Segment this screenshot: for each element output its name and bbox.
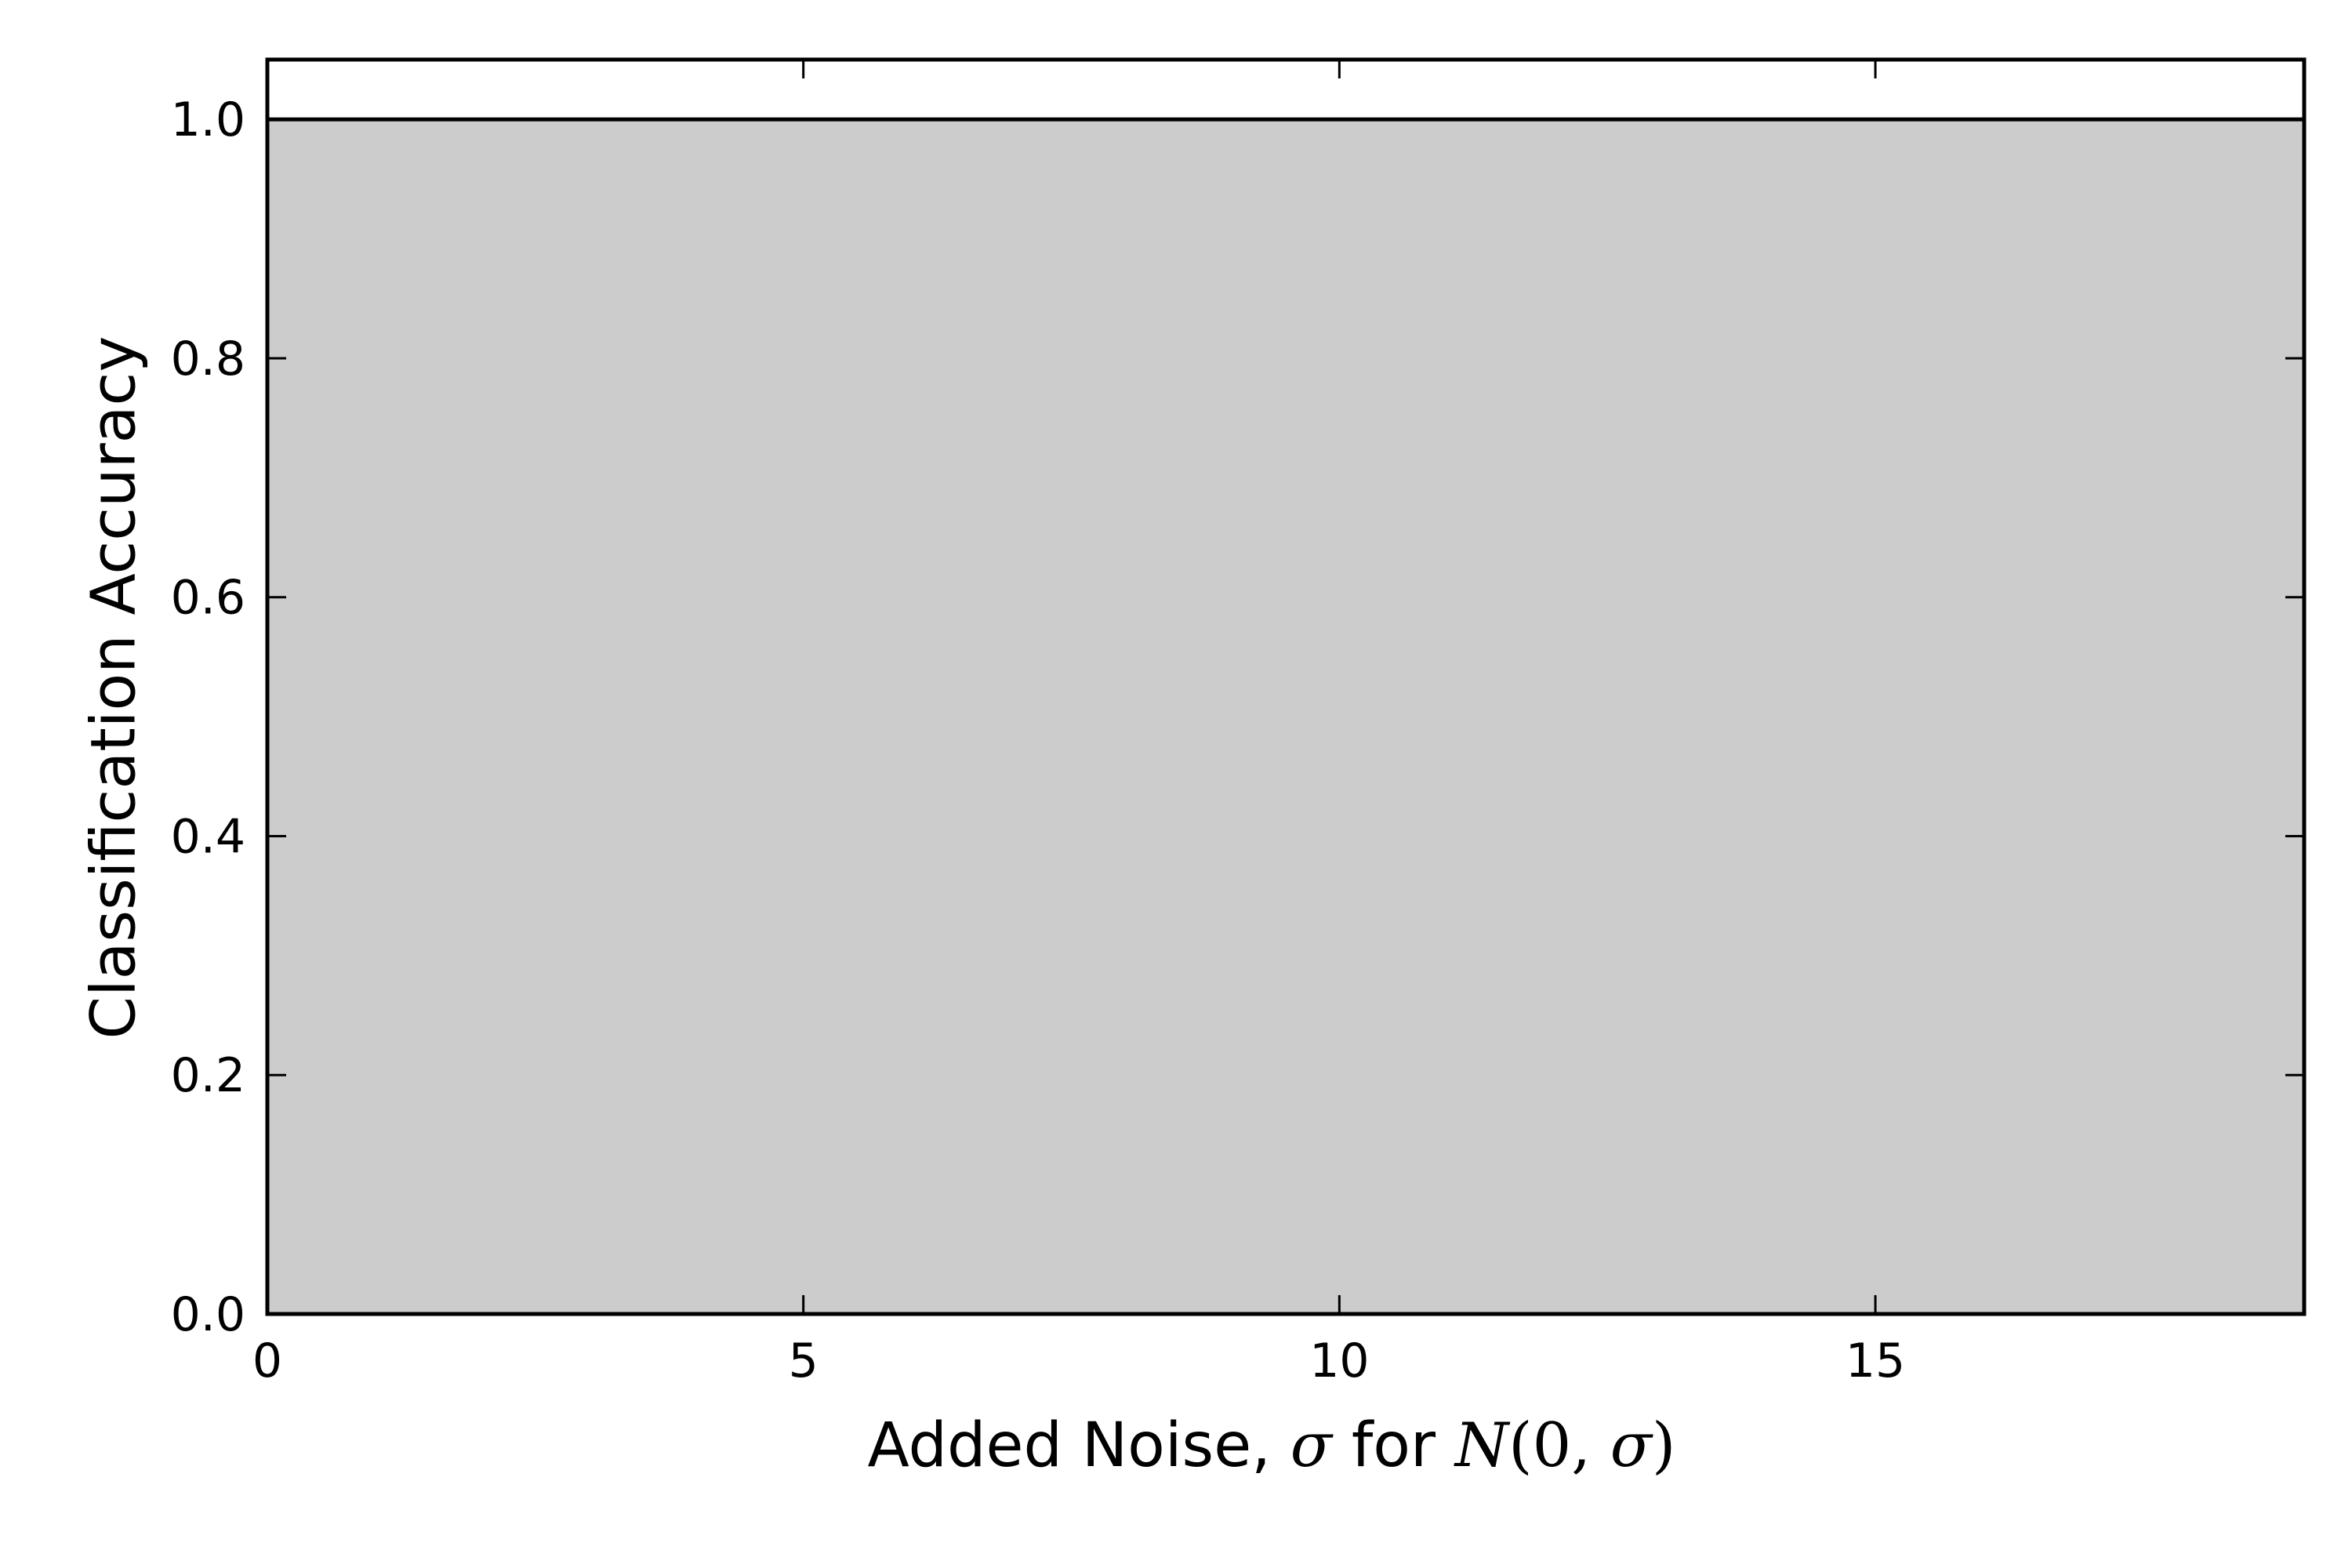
y-tick-label-1: 0.2 [171,1048,245,1103]
y-tick-label-2: 0.4 [171,809,245,864]
y-tick-label-5: 1.0 [171,93,245,147]
plot-area [267,117,2304,1315]
y-tick-label-4: 0.8 [171,332,245,387]
x-tick-label-2: 10 [1309,1334,1369,1388]
x-axis-label-sigma: σ [1290,1410,1334,1481]
x-axis-label-comma: , [1571,1410,1610,1481]
x-axis-label-sigma2: σ [1610,1410,1653,1481]
x-axis-label-paren-close: ) [1652,1410,1675,1481]
x-axis-label-middle: for [1332,1410,1455,1481]
x-axis-label: Added Noise, σ for N(0, σ) [868,1410,1676,1481]
x-tick-label-1: 5 [789,1334,818,1388]
series-0-fill [267,119,2304,1315]
x-axis-label-n: N [1454,1410,1511,1481]
plot-frame [265,57,2307,1316]
axes [265,57,2307,1316]
x-axis-label-paren-open: ( [1508,1410,1532,1481]
y-tick-label-0: 0.0 [171,1287,245,1342]
x-axis-label-prefix: Added Noise, [868,1410,1290,1481]
x-tick-label-3: 15 [1846,1334,1905,1388]
y-axis-label: Classification Accuracy [78,336,149,1040]
tick-labels: 0 5 10 15 0.0 0.2 0.4 0.6 0.8 1.0 [171,93,1906,1388]
x-axis-label-zero: 0 [1533,1410,1572,1481]
y-tick-label-3: 0.6 [171,571,245,626]
x-tick-label-0: 0 [252,1334,282,1388]
